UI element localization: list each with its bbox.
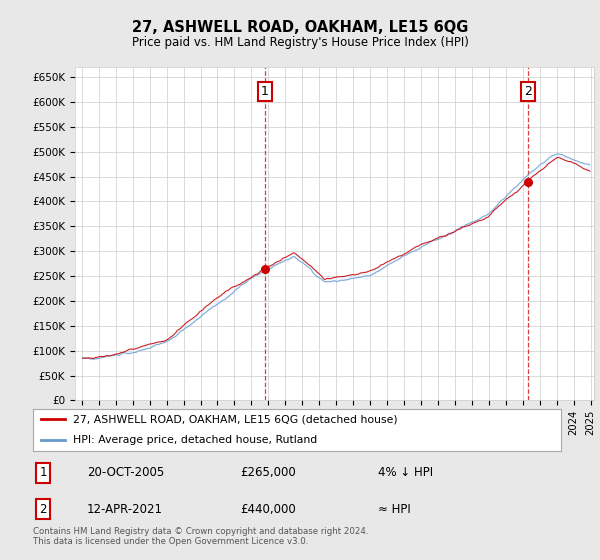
Text: 1: 1 xyxy=(261,85,269,98)
Text: £440,000: £440,000 xyxy=(240,503,296,516)
Text: Price paid vs. HM Land Registry's House Price Index (HPI): Price paid vs. HM Land Registry's House … xyxy=(131,36,469,49)
Text: 2: 2 xyxy=(40,503,47,516)
Text: Contains HM Land Registry data © Crown copyright and database right 2024.
This d: Contains HM Land Registry data © Crown c… xyxy=(33,526,368,546)
Text: 20-OCT-2005: 20-OCT-2005 xyxy=(87,466,164,479)
Text: 1: 1 xyxy=(40,466,47,479)
Text: 2: 2 xyxy=(524,85,532,98)
Text: £265,000: £265,000 xyxy=(240,466,296,479)
Text: 4% ↓ HPI: 4% ↓ HPI xyxy=(378,466,433,479)
Text: 27, ASHWELL ROAD, OAKHAM, LE15 6QG (detached house): 27, ASHWELL ROAD, OAKHAM, LE15 6QG (deta… xyxy=(73,414,397,424)
Text: 12-APR-2021: 12-APR-2021 xyxy=(87,503,163,516)
Text: 27, ASHWELL ROAD, OAKHAM, LE15 6QG: 27, ASHWELL ROAD, OAKHAM, LE15 6QG xyxy=(132,20,468,35)
Text: ≈ HPI: ≈ HPI xyxy=(378,503,411,516)
Text: HPI: Average price, detached house, Rutland: HPI: Average price, detached house, Rutl… xyxy=(73,435,317,445)
